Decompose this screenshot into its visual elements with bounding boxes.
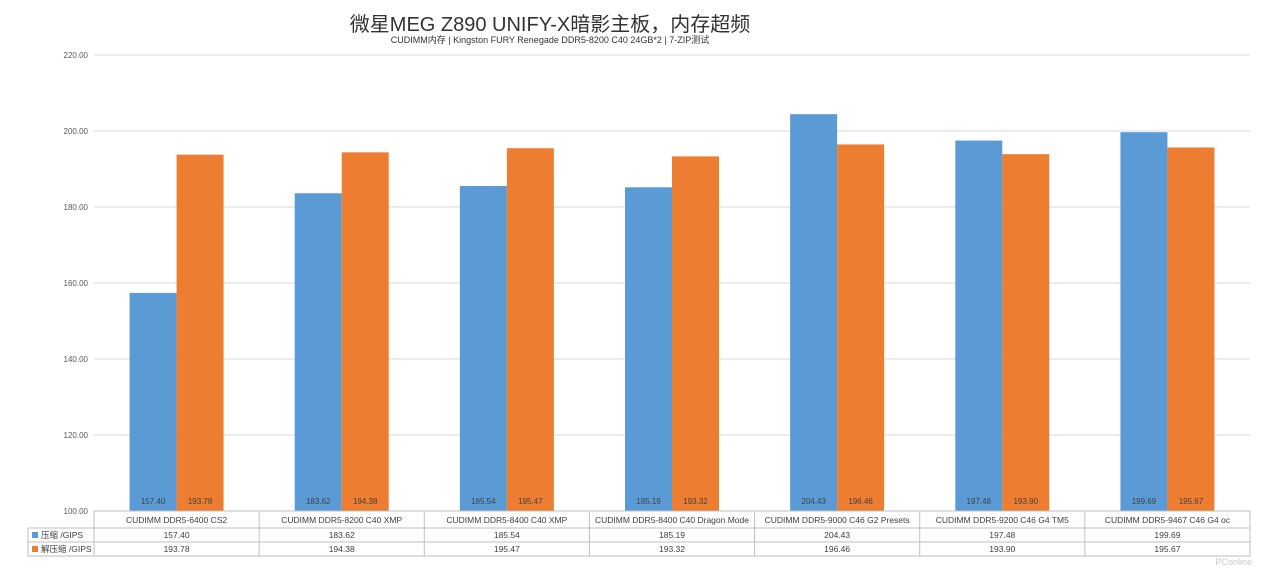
- table-cell-value: 197.48: [989, 530, 1015, 540]
- legend-label: 解压缩 /GIPS: [41, 544, 92, 554]
- y-tick-label: 140.00: [64, 355, 89, 364]
- chart-subtitle: CUDIMM内存 | Kingston FURY Renegade DDR5-8…: [390, 35, 710, 45]
- bar-decompress: [1167, 147, 1215, 512]
- bar-data-label: 185.54: [471, 497, 496, 506]
- bar-compress: [955, 140, 1003, 512]
- table-cell-value: 185.54: [494, 530, 520, 540]
- category-label: CUDIMM DDR5-8400 C40 Dragon Mode: [595, 515, 749, 525]
- y-tick-label: 220.00: [64, 51, 89, 60]
- bar-data-label: 195.67: [1179, 497, 1204, 506]
- category-label: CUDIMM DDR5-8200 C40 XMP: [281, 515, 402, 525]
- bar-compress: [790, 114, 838, 511]
- bar-decompress: [506, 148, 554, 512]
- table-cell-value: 185.19: [659, 530, 685, 540]
- category-label: CUDIMM DDR5-9000 C46 G2 Presets: [765, 515, 910, 525]
- bar-data-label: 194.38: [353, 497, 378, 506]
- table-cell-value: 196.46: [824, 544, 850, 554]
- bar-compress: [459, 185, 507, 511]
- bar-compress: [1120, 132, 1168, 512]
- bar-data-label: 183.62: [306, 497, 331, 506]
- table-cell-value: 195.67: [1154, 544, 1180, 554]
- bar-decompress: [176, 154, 224, 512]
- table-cell-value: 193.78: [164, 544, 190, 554]
- bar-decompress: [837, 144, 885, 511]
- watermark: PConline: [1215, 557, 1252, 567]
- category-label: CUDIMM DDR5-9200 C46 G4 TM5: [936, 515, 1069, 525]
- bar-data-label: 204.43: [801, 497, 826, 506]
- y-tick-label: 200.00: [64, 127, 89, 136]
- legend-swatch: [32, 532, 38, 538]
- table-cell-value: 183.62: [329, 530, 355, 540]
- bar-compress: [294, 193, 342, 511]
- table-cell-value: 193.90: [989, 544, 1015, 554]
- bar-data-label: 195.47: [518, 497, 543, 506]
- table-cell-value: 204.43: [824, 530, 850, 540]
- bar-data-label: 193.32: [683, 497, 708, 506]
- table-cell-value: 157.40: [164, 530, 190, 540]
- legend-swatch: [32, 546, 38, 552]
- category-label: CUDIMM DDR5-6400 CS2: [126, 515, 227, 525]
- bar-data-label: 157.40: [141, 497, 166, 506]
- bar-data-label: 185.19: [636, 497, 661, 506]
- y-tick-label: 120.00: [64, 431, 89, 440]
- bar-data-label: 197.48: [967, 497, 992, 506]
- bar-decompress: [672, 156, 719, 511]
- bar-data-label: 193.90: [1014, 497, 1039, 506]
- y-tick-label: 160.00: [64, 279, 89, 288]
- chart-title: 微星MEG Z890 UNIFY-X暗影主板，内存超频: [349, 14, 751, 36]
- bar-compress: [625, 187, 672, 511]
- bar-decompress: [1002, 154, 1050, 511]
- category-label: CUDIMM DDR5-9467 C46 G4 oc: [1105, 515, 1231, 525]
- bar-data-label: 199.69: [1132, 497, 1157, 506]
- table-cell-value: 199.69: [1154, 530, 1180, 540]
- bar-decompress: [341, 152, 389, 511]
- table-cell-value: 193.32: [659, 544, 685, 554]
- y-tick-label: 180.00: [64, 203, 89, 212]
- category-label: CUDIMM DDR5-8400 C40 XMP: [446, 515, 567, 525]
- bar-compress: [129, 292, 177, 511]
- legend-label: 压缩 /GIPS: [41, 530, 83, 540]
- bar-data-label: 196.46: [848, 497, 873, 506]
- bar-data-label: 193.78: [188, 497, 213, 506]
- y-tick-label: 100.00: [64, 507, 89, 516]
- table-cell-value: 194.38: [329, 544, 355, 554]
- table-cell-value: 195.47: [494, 544, 520, 554]
